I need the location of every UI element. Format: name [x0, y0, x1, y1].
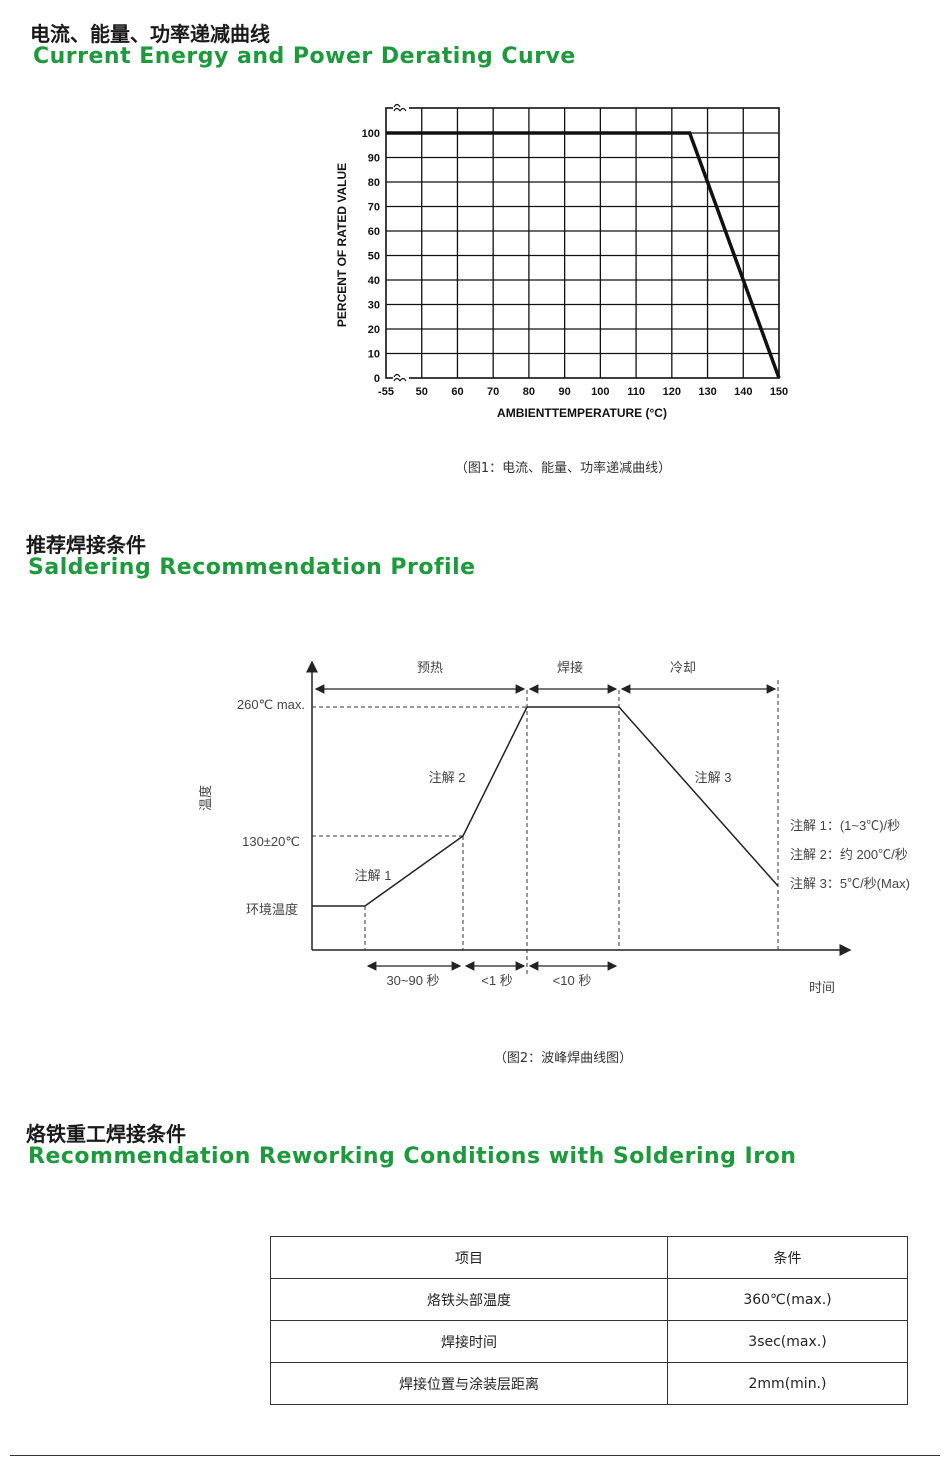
table-cell: 3sec(max.): [667, 1320, 908, 1363]
temp-axis-label: 温度: [198, 785, 213, 811]
section2-title-cn: 推荐焊接条件: [26, 533, 146, 557]
y-tick-label: 100: [362, 128, 380, 140]
y-tick-label: 80: [368, 177, 380, 189]
phase-preheat-label: 预热: [417, 660, 443, 675]
table-cell: 焊接位置与涂装层距离: [270, 1362, 668, 1405]
y-tick-label: 30: [368, 300, 380, 312]
table-header-row: 项目 条件: [270, 1236, 908, 1279]
x-tick-label: 50: [416, 386, 428, 398]
section1-title-cn: 电流、能量、功率递减曲线: [30, 22, 270, 46]
note-line-2: 注解 2：约 200℃/秒: [790, 847, 908, 862]
section1-title-en: Current Energy and Power Derating Curve: [33, 44, 576, 69]
derating-chart: 0 10 20 30 40 50 60 70 80 90 100 -55 50 60 70 80 90 100 1…: [335, 103, 788, 420]
axis-break-mark: [393, 103, 407, 112]
temp-peak-label: 260℃ max.: [237, 697, 305, 712]
axis-break-marks: [393, 103, 409, 383]
x-tick-label: 60: [451, 386, 463, 398]
x-tick-label: 80: [523, 386, 535, 398]
time-axis-label: 时间: [809, 980, 835, 995]
derating-curve: [386, 131, 781, 379]
curve-note-1: 注解 1: [355, 868, 392, 883]
x-tick-label: 150: [770, 386, 788, 398]
phase-solder-label: 焊接: [557, 660, 583, 675]
note-line-3: 注解 3：5℃/秒(Max): [790, 876, 910, 891]
phase-cool-label: 冷却: [670, 660, 696, 675]
y-tick-label: 20: [368, 324, 380, 336]
curve-note-3: 注解 3: [695, 770, 732, 785]
temperature-profile: [312, 706, 779, 907]
table-cell: 360℃(max.): [667, 1278, 908, 1321]
temp-preheat-label: 130±20℃: [242, 834, 300, 849]
wave-soldering-chart: 预热 焊接 冷却 260℃ max. 130±20℃ 环境温度 温度 时间 注解…: [198, 660, 910, 995]
y-tick-label: 70: [368, 202, 380, 214]
x-tick-label: 90: [559, 386, 571, 398]
axis-break-mark: [393, 373, 407, 382]
section2-title-en: Saldering Recommendation Profile: [28, 555, 476, 580]
curve-note-2: 注解 2: [429, 770, 466, 785]
reworking-conditions-table: 项目 条件 烙铁头部温度 360℃(max.) 焊接时间 3sec(max.) …: [270, 1236, 908, 1405]
table-cell: 焊接时间: [270, 1320, 668, 1363]
figure1-caption: （图1：电流、能量、功率递减曲线）: [454, 461, 672, 476]
time-preheat-label: 30~90 秒: [386, 973, 439, 988]
table-header-item: 项目: [270, 1236, 668, 1279]
x-tick-label: 110: [627, 386, 645, 398]
x-tick-label: 70: [487, 386, 499, 398]
derating-grid: [385, 107, 780, 379]
x-tick-label: 130: [698, 386, 716, 398]
y-tick-label: 90: [368, 153, 380, 165]
time-solder-label: <10 秒: [553, 973, 592, 988]
table-row: 烙铁头部温度 360℃(max.): [270, 1278, 908, 1321]
y-tick-label: 10: [368, 349, 380, 361]
derating-y-ticks: 0 10 20 30 40 50 60 70 80 90 100: [362, 128, 380, 385]
axis-break-gap: [393, 373, 409, 383]
table-cell: 烙铁头部温度: [270, 1278, 668, 1321]
derating-x-ticks: -55 50 60 70 80 90 100 110 120 130 140 150: [378, 386, 788, 398]
y-tick-label: 0: [374, 373, 380, 385]
x-tick-label: 120: [663, 386, 681, 398]
y-tick-label: 40: [368, 275, 380, 287]
phase-arrows: [314, 684, 777, 971]
axis-break-gap: [393, 103, 409, 113]
section3-title-en: Recommendation Reworking Conditions with…: [28, 1144, 797, 1169]
derating-y-axis-label: PERCENT OF RATED VALUE: [335, 163, 349, 327]
table-cell: 2mm(min.): [667, 1362, 908, 1405]
section3-title-cn: 烙铁重工焊接条件: [26, 1122, 186, 1146]
table-row: 焊接时间 3sec(max.): [270, 1320, 908, 1363]
x-tick-label: 140: [734, 386, 752, 398]
y-tick-label: 50: [368, 251, 380, 263]
table-header-condition: 条件: [667, 1236, 908, 1279]
x-tick-label: -55: [378, 386, 394, 398]
y-tick-label: 60: [368, 226, 380, 238]
x-tick-label: 100: [591, 386, 609, 398]
temp-ambient-label: 环境温度: [246, 902, 298, 917]
guide-lines: [312, 680, 779, 975]
time-transition-label: <1 秒: [481, 973, 512, 988]
note-line-1: 注解 1：(1~3℃)/秒: [790, 818, 900, 833]
figure2-caption: （图2：波峰焊曲线图）: [493, 1051, 633, 1066]
derating-x-axis-label: AMBIENTTEMPERATURE (°C): [497, 406, 667, 420]
table-row: 焊接位置与涂装层距离 2mm(min.): [270, 1362, 908, 1405]
bottom-divider: [10, 1455, 940, 1456]
grid-frame: [385, 107, 780, 379]
